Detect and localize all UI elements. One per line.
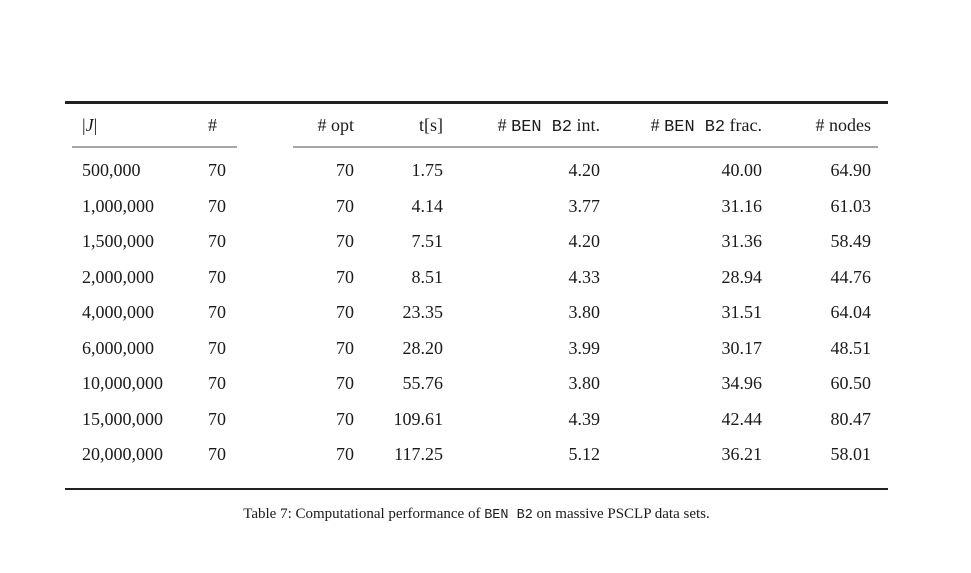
table-cell: 28.20 [402,337,444,358]
column-header-ben-b2-int: # BEN B2 int. [497,114,600,137]
results-table: |J| # # opt t[s] # BEN B2 int. # BEN B2 … [65,101,888,491]
table-cell: 44.76 [830,266,872,287]
table-cell: 70 [208,231,226,252]
table-cell: 5.12 [568,444,601,465]
table-cell: 4.14 [411,195,444,216]
table-cell: 42.44 [721,408,763,429]
table-cell: 15,000,000 [82,408,163,429]
table-cell: 64.04 [830,302,872,323]
table-cell: 28.94 [721,266,763,287]
table-cell: 58.49 [830,231,872,252]
table-cell: 70 [336,231,354,252]
table-cell: 7.51 [411,231,444,252]
table-bottom-rule [65,487,888,490]
column-header-count: # [208,114,217,135]
math-bar: | [82,114,86,135]
column-header-opt: # opt [317,114,354,135]
table-cell: 70 [208,195,226,216]
table-cell: 31.51 [721,302,763,323]
table-cell: 117.25 [394,444,443,465]
table-cell: 70 [208,302,226,323]
table-cell: 3.77 [568,195,601,216]
table-cell: 70 [208,444,226,465]
table-row: 500,000 70 70 1.75 4.20 40.00 64.90 [65,153,871,189]
table-cell: 6,000,000 [82,337,154,358]
table-cell: 31.16 [721,195,763,216]
table-cell: 55.76 [402,373,444,394]
table-caption: Table 7: Computational performance of BE… [65,506,888,523]
table-top-rule [65,101,888,104]
table-cell: 109.61 [393,408,444,429]
caption-text: on massive PSCLP data sets. [532,506,710,522]
column-header-ben-b2-frac: # BEN B2 frac. [650,114,762,137]
table-cell: 80.47 [830,408,872,429]
table-cell: 70 [336,195,354,216]
table-row: 4,000,000 70 70 23.35 3.80 31.51 64.04 [65,295,871,331]
table-cell: 1,000,000 [82,195,154,216]
table-cell: 2,000,000 [82,266,154,287]
table-cell: 70 [336,337,354,358]
table-cell: 34.96 [721,373,763,394]
ben-b2-label: BEN B2 [484,508,533,523]
table-cell: 8.51 [411,266,444,287]
table-cell: 70 [208,160,226,181]
table-cell: 70 [336,160,354,181]
caption-text: Table 7: Computational performance of [243,506,485,522]
table-cell: 48.51 [830,337,872,358]
table-row: 2,000,000 70 70 8.51 4.33 28.94 44.76 [65,260,871,296]
table-cell: 64.90 [830,160,872,181]
table-cell: 58.01 [830,444,872,465]
table-cell: 1,500,000 [82,231,154,252]
header-midrule-right [293,146,878,148]
column-header-time: t[s] [419,114,443,135]
table-cell: 500,000 [82,160,141,181]
table-cell: 70 [336,408,354,429]
header-midrule-left [72,146,237,148]
table-row: 10,000,000 70 70 55.76 3.80 34.96 60.50 [65,366,871,402]
table-cell: 70 [336,302,354,323]
table-cell: 70 [336,444,354,465]
table-cell: 23.35 [402,302,444,323]
ben-b2-label: BEN B2 [511,117,572,137]
table-cell: 70 [208,337,226,358]
table-row: 20,000,000 70 70 117.25 5.12 36.21 58.01 [65,437,871,473]
table-cell: 70 [208,408,226,429]
table-cell: 4.39 [568,408,601,429]
table-cell: 4.33 [568,266,601,287]
table-cell: 4,000,000 [82,302,154,323]
table-cell: 4.20 [568,160,601,181]
table-cell: 40.00 [721,160,763,181]
table-cell: 30.17 [721,337,763,358]
math-bar: | [93,114,98,135]
table-row: 6,000,000 70 70 28.20 3.99 30.17 48.51 [65,331,871,367]
ben-b2-label: BEN B2 [664,117,726,137]
table-cell: 61.03 [830,195,872,216]
table-cell: 1.75 [411,160,444,181]
table-cell: 4.20 [568,231,601,252]
math-symbol-j: J [85,114,94,135]
table-row: 1,000,000 70 70 4.14 3.77 31.16 61.03 [65,189,871,225]
table-row: 15,000,000 70 70 109.61 4.39 42.44 80.47 [65,402,871,438]
table-cell: 36.21 [721,444,763,465]
table-cell: 70 [208,266,226,287]
table-cell: 60.50 [830,373,872,394]
table-cell: 20,000,000 [82,444,163,465]
table-cell: 70 [336,266,354,287]
table-cell: 70 [208,373,226,394]
table-body: 500,000 70 70 1.75 4.20 40.00 64.90 1,000,000 70… [65,153,871,473]
table-header-row: |J| # # opt t[s] # BEN B2 int. # BEN B2 … [65,104,888,147]
column-header-nodes: # nodes [815,114,872,135]
table-cell: 3.80 [568,302,601,323]
table-cell: 31.36 [721,231,763,252]
column-header-j: |J| [65,104,208,150]
table-cell: 10,000,000 [82,373,163,394]
table-cell: 3.80 [568,373,601,394]
table-row: 1,500,000 70 70 7.51 4.20 31.36 58.49 [65,224,871,260]
table-cell: 70 [336,373,354,394]
table-cell: 3.99 [568,337,601,358]
